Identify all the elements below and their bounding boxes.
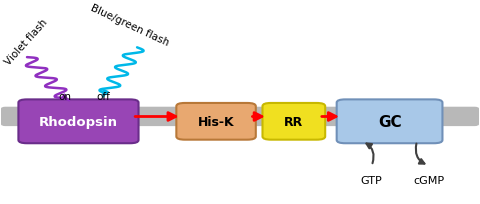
Text: Blue/green flash: Blue/green flash (89, 3, 171, 48)
FancyBboxPatch shape (1, 108, 479, 126)
Text: RR: RR (284, 115, 303, 128)
FancyBboxPatch shape (18, 100, 139, 144)
Text: GTP: GTP (361, 175, 383, 185)
Text: Violet flash: Violet flash (3, 17, 49, 67)
FancyBboxPatch shape (176, 103, 256, 140)
FancyBboxPatch shape (263, 103, 325, 140)
Text: Rhodopsin: Rhodopsin (39, 115, 118, 128)
FancyBboxPatch shape (336, 100, 443, 144)
Text: GC: GC (378, 114, 401, 129)
Text: off: off (96, 91, 110, 101)
Text: cGMP: cGMP (413, 175, 444, 185)
Text: His-K: His-K (198, 115, 234, 128)
Text: on: on (59, 91, 72, 101)
